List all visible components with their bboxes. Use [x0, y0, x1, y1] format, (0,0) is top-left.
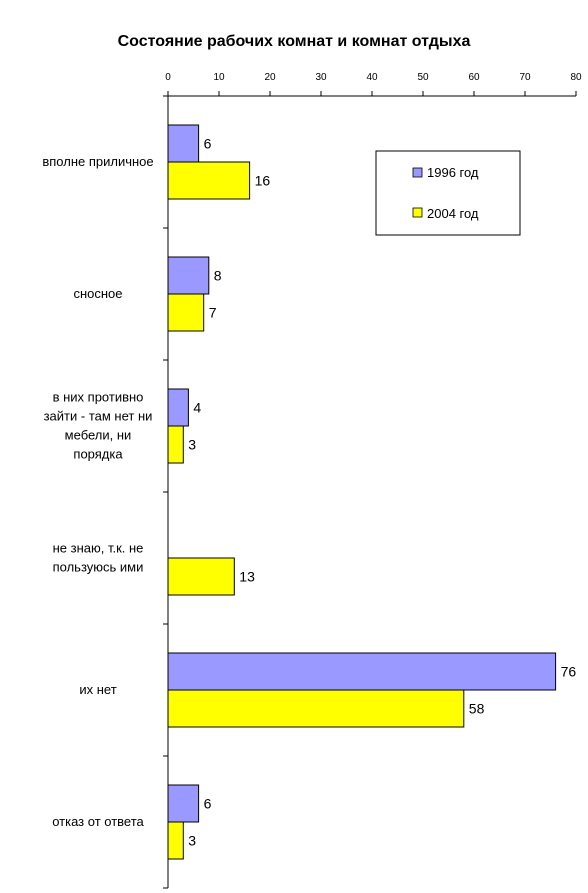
data-label: 6: [204, 136, 212, 152]
x-tick-label: 40: [366, 72, 378, 83]
legend-swatch-2004: [412, 207, 423, 218]
category-label: их нет: [79, 682, 116, 697]
data-label: 7: [209, 305, 217, 321]
bars: [167, 124, 557, 860]
x-tick-label: 10: [213, 72, 225, 83]
x-tick-label: 70: [519, 72, 531, 83]
data-labels: 6 16 8 7 4 3 13 76 58 6 3: [188, 136, 576, 849]
data-label: 6: [204, 796, 212, 812]
data-label: 13: [239, 569, 255, 585]
legend-swatch-1996: [412, 167, 423, 178]
x-tick-label: 0: [165, 72, 171, 83]
data-label: 3: [188, 833, 196, 849]
category-label: отказ от ответа: [52, 814, 144, 829]
bar-1996: [167, 388, 189, 427]
legend: 1996 год 2004 год: [375, 150, 521, 236]
x-tick-label: 60: [468, 72, 480, 83]
data-label: 4: [193, 400, 201, 416]
data-label: 16: [255, 173, 271, 189]
bar-2004: [167, 821, 184, 860]
bar-1996: [167, 124, 200, 163]
category-label: не знаю, т.к. не: [53, 541, 144, 556]
x-tick-label: 30: [315, 72, 327, 83]
x-tick-label: 80: [570, 72, 582, 83]
x-tick-label: 20: [264, 72, 276, 83]
bar-2004: [167, 161, 251, 200]
data-label: 58: [469, 701, 485, 717]
bar-1996: [167, 784, 200, 823]
category-label: вполне приличное: [42, 154, 153, 169]
category-label: мебели, ни: [65, 428, 132, 443]
data-label: 3: [188, 437, 196, 453]
axis-layer: 0 10 20 30 40 50 60 70 80: [163, 72, 582, 889]
category-labels: вполне приличное сносное в них противно зай…: [42, 154, 153, 829]
category-label: зайти - там нет ни: [44, 409, 153, 424]
legend-label-1996: 1996 год: [427, 165, 479, 180]
category-label: порядка: [73, 447, 123, 462]
data-label: 8: [214, 268, 222, 284]
bar-2004: [167, 557, 235, 596]
bar-2004: [167, 293, 205, 332]
bar-2004: [167, 425, 184, 464]
legend-label-2004: 2004 год: [427, 206, 479, 221]
legend-box: [375, 150, 521, 236]
category-label: в них противно: [53, 390, 144, 405]
category-label: пользуюсь ими: [53, 560, 144, 575]
bar-2004: [167, 689, 465, 728]
x-tick-label: 50: [417, 72, 429, 83]
category-label: сносное: [73, 286, 122, 301]
bar-1996: [167, 256, 210, 295]
bar-1996: [167, 652, 557, 691]
data-label: 76: [561, 664, 577, 680]
chart-title: Состояние рабочих комнат и комнат отдыха: [118, 33, 471, 50]
